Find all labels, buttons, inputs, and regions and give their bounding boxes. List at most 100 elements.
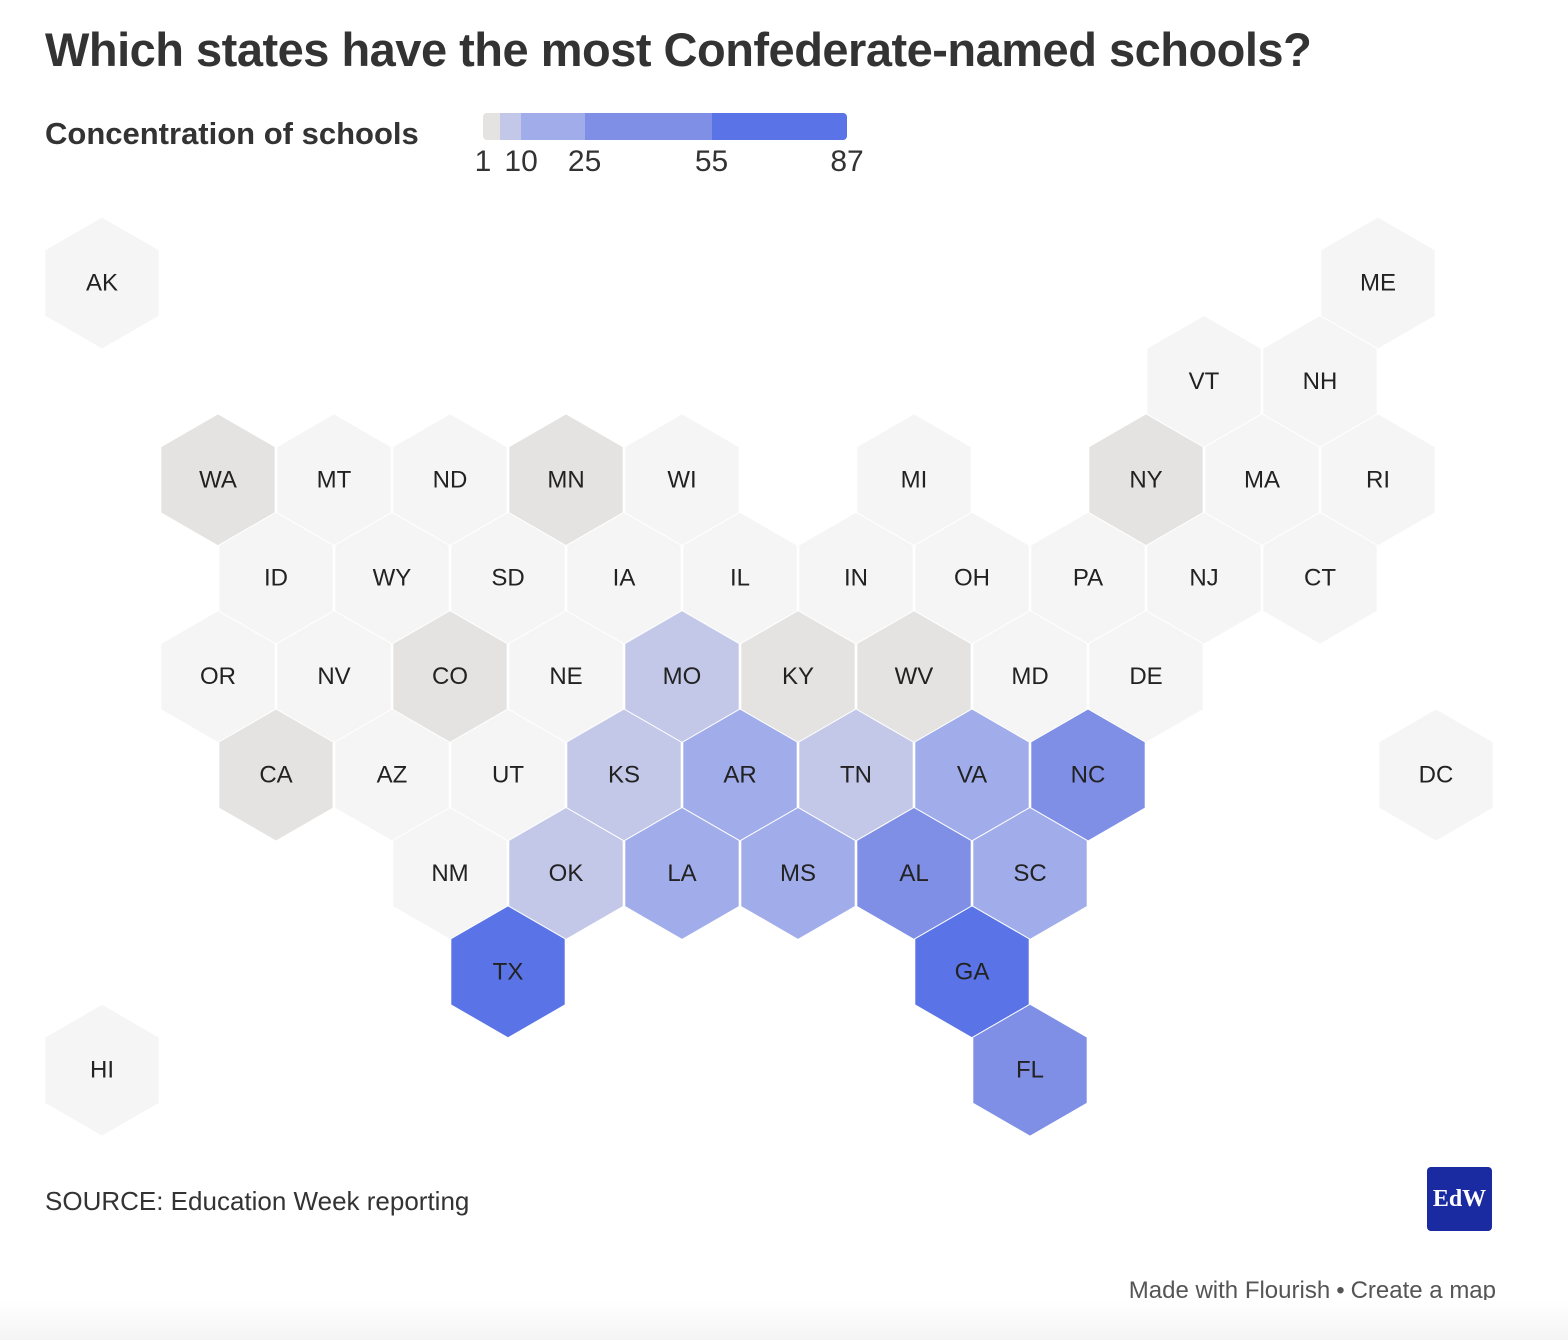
state-hex-shape[interactable] (624, 806, 740, 940)
state-hex-shape[interactable] (972, 1003, 1088, 1137)
state-hex-mt[interactable]: MT (276, 413, 392, 547)
state-hex-va[interactable]: VA (914, 708, 1030, 842)
state-hex-wi[interactable]: WI (624, 413, 740, 547)
state-hex-shape[interactable] (276, 413, 392, 547)
state-hex-nv[interactable]: NV (276, 610, 392, 744)
state-hex-ne[interactable]: NE (508, 610, 624, 744)
state-hex-mo[interactable]: MO (624, 610, 740, 744)
made-with-flourish-link[interactable]: Made with Flourish (1128, 1277, 1331, 1304)
state-hex-vt[interactable]: VT (1146, 314, 1262, 448)
state-hex-shape[interactable] (566, 511, 682, 645)
state-hex-ks[interactable]: KS (566, 708, 682, 842)
state-hex-ut[interactable]: UT (450, 708, 566, 842)
state-hex-ms[interactable]: MS (740, 806, 856, 940)
state-hex-co[interactable]: CO (392, 610, 508, 744)
state-hex-nh[interactable]: NH (1262, 314, 1378, 448)
state-hex-shape[interactable] (1030, 708, 1146, 842)
state-hex-al[interactable]: AL (856, 806, 972, 940)
state-hex-pa[interactable]: PA (1030, 511, 1146, 645)
state-hex-ct[interactable]: CT (1262, 511, 1378, 645)
state-hex-shape[interactable] (160, 610, 276, 744)
state-hex-shape[interactable] (972, 610, 1088, 744)
state-hex-shape[interactable] (914, 905, 1030, 1039)
state-hex-shape[interactable] (740, 610, 856, 744)
state-hex-mi[interactable]: MI (856, 413, 972, 547)
state-hex-shape[interactable] (856, 610, 972, 744)
state-hex-hi[interactable]: HI (44, 1003, 160, 1137)
state-hex-wv[interactable]: WV (856, 610, 972, 744)
state-hex-dc[interactable]: DC (1378, 708, 1494, 842)
state-hex-or[interactable]: OR (160, 610, 276, 744)
state-hex-shape[interactable] (740, 806, 856, 940)
state-hex-shape[interactable] (624, 413, 740, 547)
state-hex-tx[interactable]: TX (450, 905, 566, 1039)
state-hex-shape[interactable] (1262, 314, 1378, 448)
state-hex-shape[interactable] (1378, 708, 1494, 842)
state-hex-shape[interactable] (508, 610, 624, 744)
state-hex-shape[interactable] (450, 905, 566, 1039)
state-hex-ky[interactable]: KY (740, 610, 856, 744)
state-hex-shape[interactable] (1320, 413, 1436, 547)
state-hex-mn[interactable]: MN (508, 413, 624, 547)
state-hex-ri[interactable]: RI (1320, 413, 1436, 547)
state-hex-shape[interactable] (44, 1003, 160, 1137)
state-hex-shape[interactable] (392, 806, 508, 940)
state-hex-in[interactable]: IN (798, 511, 914, 645)
state-hex-shape[interactable] (392, 413, 508, 547)
state-hex-shape[interactable] (1030, 511, 1146, 645)
state-hex-fl[interactable]: FL (972, 1003, 1088, 1137)
state-hex-md[interactable]: MD (972, 610, 1088, 744)
state-hex-nm[interactable]: NM (392, 806, 508, 940)
state-hex-shape[interactable] (508, 413, 624, 547)
state-hex-az[interactable]: AZ (334, 708, 450, 842)
state-hex-sc[interactable]: SC (972, 806, 1088, 940)
state-hex-shape[interactable] (334, 511, 450, 645)
state-hex-shape[interactable] (450, 708, 566, 842)
state-hex-shape[interactable] (566, 708, 682, 842)
state-hex-shape[interactable] (218, 708, 334, 842)
state-hex-shape[interactable] (856, 806, 972, 940)
state-hex-shape[interactable] (1146, 511, 1262, 645)
state-hex-de[interactable]: DE (1088, 610, 1204, 744)
state-hex-nj[interactable]: NJ (1146, 511, 1262, 645)
state-hex-shape[interactable] (392, 610, 508, 744)
state-hex-shape[interactable] (160, 413, 276, 547)
state-hex-shape[interactable] (1088, 413, 1204, 547)
state-hex-tn[interactable]: TN (798, 708, 914, 842)
state-hex-shape[interactable] (914, 511, 1030, 645)
state-hex-sd[interactable]: SD (450, 511, 566, 645)
state-hex-shape[interactable] (798, 708, 914, 842)
state-hex-shape[interactable] (1088, 610, 1204, 744)
state-hex-me[interactable]: ME (1320, 216, 1436, 350)
state-hex-nd[interactable]: ND (392, 413, 508, 547)
create-a-map-link[interactable]: Create a map (1350, 1277, 1496, 1304)
state-hex-ia[interactable]: IA (566, 511, 682, 645)
state-hex-shape[interactable] (798, 511, 914, 645)
state-hex-shape[interactable] (450, 511, 566, 645)
state-hex-shape[interactable] (682, 708, 798, 842)
state-hex-ak[interactable]: AK (44, 216, 160, 350)
state-hex-shape[interactable] (276, 610, 392, 744)
state-hex-shape[interactable] (1320, 216, 1436, 350)
state-hex-shape[interactable] (334, 708, 450, 842)
state-hex-shape[interactable] (1146, 314, 1262, 448)
state-hex-ar[interactable]: AR (682, 708, 798, 842)
state-hex-ok[interactable]: OK (508, 806, 624, 940)
state-hex-id[interactable]: ID (218, 511, 334, 645)
state-hex-shape[interactable] (914, 708, 1030, 842)
state-hex-ca[interactable]: CA (218, 708, 334, 842)
state-hex-ny[interactable]: NY (1088, 413, 1204, 547)
edweek-logo[interactable]: EdW (1427, 1167, 1492, 1231)
state-hex-shape[interactable] (856, 413, 972, 547)
state-hex-oh[interactable]: OH (914, 511, 1030, 645)
state-hex-shape[interactable] (508, 806, 624, 940)
state-hex-shape[interactable] (1204, 413, 1320, 547)
state-hex-shape[interactable] (682, 511, 798, 645)
state-hex-la[interactable]: LA (624, 806, 740, 940)
state-hex-shape[interactable] (1262, 511, 1378, 645)
state-hex-il[interactable]: IL (682, 511, 798, 645)
state-hex-ma[interactable]: MA (1204, 413, 1320, 547)
state-hex-shape[interactable] (218, 511, 334, 645)
state-hex-shape[interactable] (44, 216, 160, 350)
state-hex-wy[interactable]: WY (334, 511, 450, 645)
